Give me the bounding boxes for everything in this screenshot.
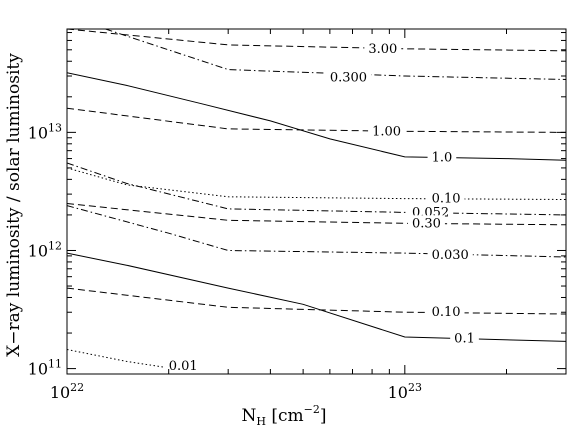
x-tick-label-0: 1022 — [50, 381, 84, 402]
curve-label-10: 0.01 — [169, 359, 198, 374]
curve-label-8: 0.1 — [454, 331, 475, 346]
curve-label-bg-7 — [427, 246, 473, 263]
x-axis-title-unit: [cm — [266, 406, 304, 426]
x-axis-title: NH [cm−2] — [241, 403, 326, 428]
curve-label-9: 0.10 — [432, 305, 461, 320]
y-tick-label-2: 1013 — [28, 121, 62, 142]
curve-dotted-10 — [67, 349, 202, 374]
curve-label-bg-8 — [450, 330, 479, 347]
curve-label-4: 0.10 — [432, 192, 461, 207]
x-tick-label-1: 1023 — [388, 381, 422, 402]
y-tick-label-1: 1012 — [28, 239, 62, 260]
curve-label-bg-1 — [325, 69, 372, 86]
curve-dashed-0 — [67, 29, 566, 52]
y-tick-label-0: 1011 — [28, 358, 62, 379]
curve-label-bg-9 — [427, 304, 465, 321]
curve-label-2: 1.0 — [432, 151, 453, 166]
curve-label-bg-2 — [427, 149, 457, 166]
curve-label-bg-10 — [164, 358, 202, 375]
curve-label-bg-6 — [407, 215, 445, 232]
curve-label-1: 0.300 — [330, 71, 367, 86]
curve-label-0: 3.00 — [368, 42, 397, 57]
curve-label-bg-3 — [368, 123, 406, 140]
curve-dashdot-5 — [67, 162, 566, 216]
x-axis-title-main: N — [241, 406, 256, 426]
curve-label-bg-0 — [364, 40, 402, 57]
curve-label-7: 0.030 — [432, 248, 469, 263]
curve-dashed-3 — [67, 107, 566, 133]
curve-dashed-9 — [67, 287, 566, 315]
x-axis-title-unit-exponent: −2 — [304, 403, 320, 416]
x-axis-title-subscript: H — [256, 415, 266, 428]
plot-frame — [66, 28, 567, 375]
curve-dashed-6 — [67, 203, 566, 226]
y-axis-title: X−ray luminosity / solar luminosity — [4, 53, 24, 357]
curves-layer: 3.000.3001.01.000.100.0520.300.0300.10.1… — [67, 29, 566, 375]
curve-dotted-4 — [67, 167, 566, 200]
curve-label-3: 1.00 — [372, 124, 401, 139]
x-axis-title-close: ] — [320, 406, 327, 426]
curve-label-6: 0.30 — [412, 216, 441, 231]
curve-dashdot-1 — [105, 29, 566, 80]
ticks-layer: 1022 1023 1011 1012 1013 — [28, 29, 567, 402]
curve-label-bg-4 — [427, 190, 465, 207]
curve-solid-8 — [67, 252, 566, 342]
